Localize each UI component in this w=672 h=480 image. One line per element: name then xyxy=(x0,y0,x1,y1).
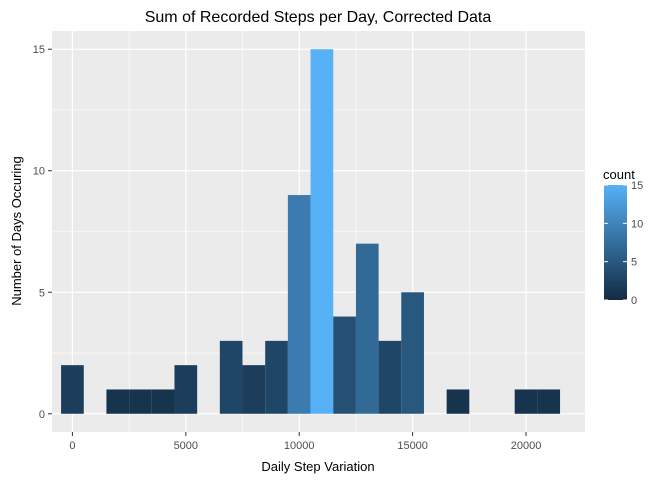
histogram-bar xyxy=(106,389,130,414)
histogram-bar xyxy=(401,292,424,414)
y-axis-ticks: 0 5 10 15 xyxy=(33,44,52,421)
legend-tick-label: 10 xyxy=(631,218,643,230)
y-tick-label: 5 xyxy=(39,287,45,299)
y-tick-label: 15 xyxy=(33,44,45,56)
histogram-bar xyxy=(174,365,198,414)
y-tick-label: 10 xyxy=(33,166,45,178)
legend-title: count xyxy=(603,167,635,182)
x-tick-label: 15000 xyxy=(397,440,428,452)
legend-tick-label: 0 xyxy=(631,295,637,307)
histogram-bar xyxy=(378,340,402,414)
chart-title: Sum of Recorded Steps per Day, Corrected… xyxy=(145,9,492,26)
x-axis-label: Daily Step Variation xyxy=(261,459,374,474)
x-tick-label: 5000 xyxy=(174,440,198,452)
legend-ticks: 0 5 10 15 xyxy=(604,180,643,307)
histogram-bar xyxy=(446,389,470,414)
histogram-bar xyxy=(514,389,538,414)
histogram-bar xyxy=(355,243,379,414)
histogram-bar xyxy=(265,340,288,414)
histogram-bar xyxy=(151,389,175,414)
legend-colorbar xyxy=(604,185,627,300)
y-tick-label: 0 xyxy=(39,409,45,421)
histogram-bar xyxy=(333,316,356,414)
x-tick-label: 0 xyxy=(69,440,75,452)
histogram-bar xyxy=(219,340,243,414)
x-axis-ticks: 0 5000 10000 15000 20000 xyxy=(69,432,541,452)
histogram-bar xyxy=(61,365,84,414)
histogram-bar xyxy=(537,389,561,414)
x-tick-label: 20000 xyxy=(511,440,542,452)
histogram-bar xyxy=(129,389,152,414)
bars xyxy=(61,49,561,414)
legend-tick-label: 5 xyxy=(631,257,637,269)
histogram-bar xyxy=(310,49,334,414)
histogram-bar xyxy=(242,365,266,414)
legend: count 0 5 10 15 xyxy=(603,167,643,307)
legend-tick-label: 15 xyxy=(631,180,643,192)
y-axis-label: Number of Days Occuring xyxy=(9,156,24,306)
histogram-bar xyxy=(287,195,311,414)
x-tick-label: 10000 xyxy=(284,440,315,452)
